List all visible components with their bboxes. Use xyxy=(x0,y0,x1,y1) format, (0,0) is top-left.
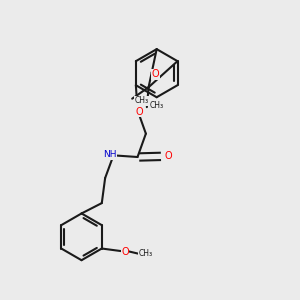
Text: CH₃: CH₃ xyxy=(134,96,148,105)
Text: NH: NH xyxy=(103,150,116,159)
Text: CH₃: CH₃ xyxy=(149,101,163,110)
Text: O: O xyxy=(152,69,160,79)
Text: O: O xyxy=(121,247,129,257)
Text: O: O xyxy=(135,107,143,117)
Text: CH₃: CH₃ xyxy=(139,249,153,258)
Text: O: O xyxy=(165,151,172,161)
